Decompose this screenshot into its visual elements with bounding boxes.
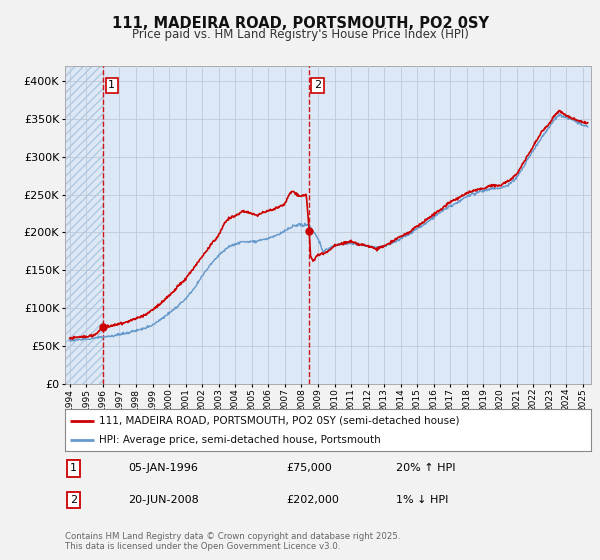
Text: 2: 2	[70, 494, 77, 505]
Text: £75,000: £75,000	[286, 464, 332, 473]
Text: 1% ↓ HPI: 1% ↓ HPI	[397, 494, 449, 505]
Text: 1: 1	[70, 464, 77, 473]
Text: HPI: Average price, semi-detached house, Portsmouth: HPI: Average price, semi-detached house,…	[99, 435, 381, 445]
Text: Contains HM Land Registry data © Crown copyright and database right 2025.
This d: Contains HM Land Registry data © Crown c…	[65, 532, 400, 552]
Text: 20-JUN-2008: 20-JUN-2008	[128, 494, 199, 505]
Bar	[65, 66, 103, 384]
Text: 111, MADEIRA ROAD, PORTSMOUTH, PO2 0SY: 111, MADEIRA ROAD, PORTSMOUTH, PO2 0SY	[112, 16, 488, 31]
Text: 1: 1	[109, 81, 115, 90]
Text: 111, MADEIRA ROAD, PORTSMOUTH, PO2 0SY (semi-detached house): 111, MADEIRA ROAD, PORTSMOUTH, PO2 0SY (…	[99, 416, 460, 426]
Text: £202,000: £202,000	[286, 494, 338, 505]
Text: 05-JAN-1996: 05-JAN-1996	[128, 464, 198, 473]
Text: 20% ↑ HPI: 20% ↑ HPI	[397, 464, 456, 473]
Text: 2: 2	[314, 81, 321, 90]
Text: Price paid vs. HM Land Registry's House Price Index (HPI): Price paid vs. HM Land Registry's House …	[131, 28, 469, 41]
